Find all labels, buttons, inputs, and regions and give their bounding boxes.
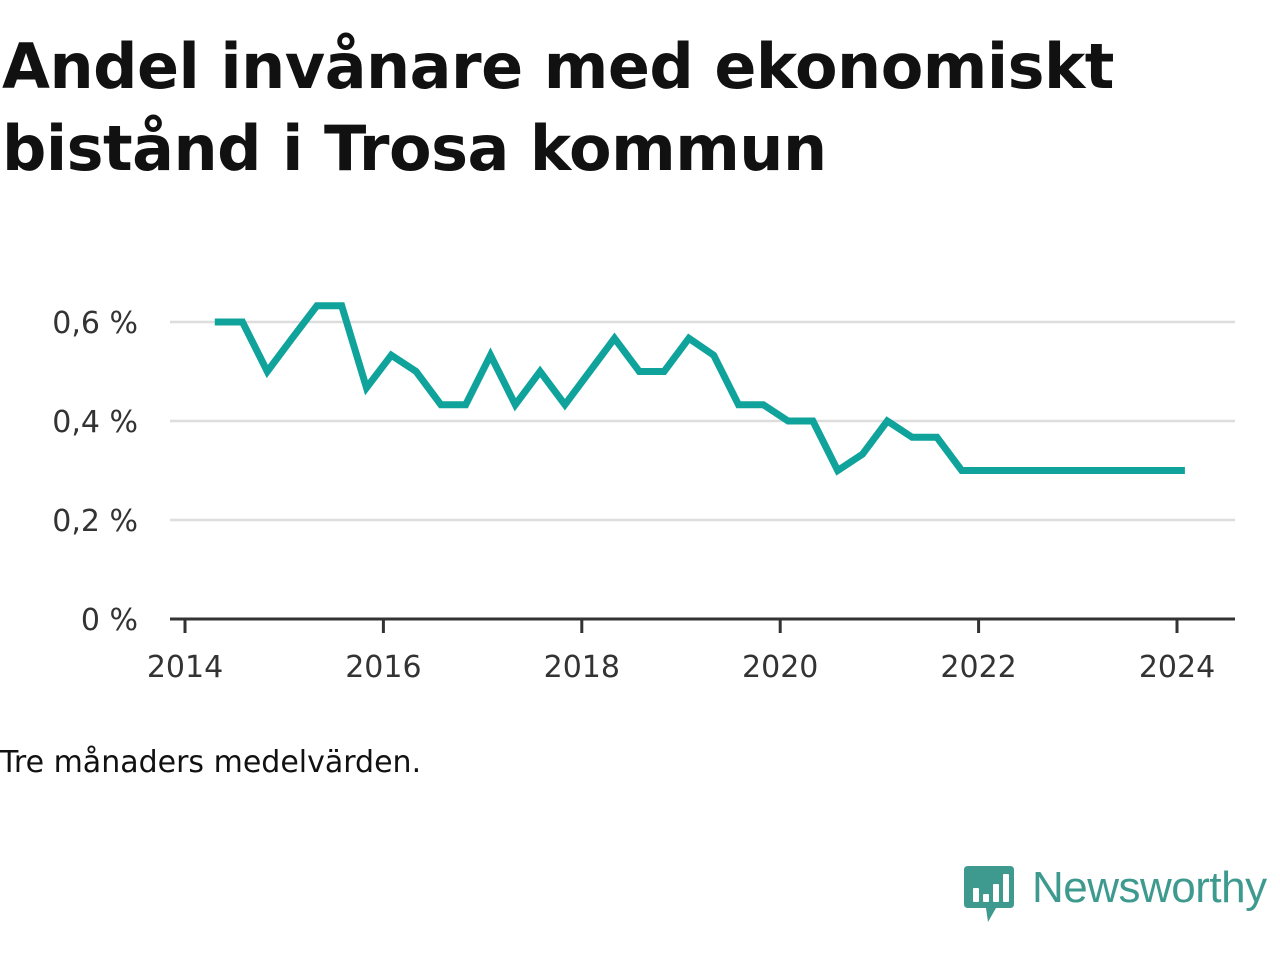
x-tick-label: 2024	[1139, 650, 1215, 685]
newsworthy-logo-text: Newsworthy	[1032, 863, 1267, 912]
newsworthy-logo[interactable]: Newsworthy	[964, 864, 1280, 928]
chart-title: Andel invånare med ekonomiskt bistånd i …	[2, 30, 1114, 185]
y-tick-label: 0 %	[81, 603, 138, 638]
x-tick-label: 2022	[940, 650, 1016, 685]
y-tick-label: 0,2 %	[52, 504, 138, 539]
y-tick-label: 0,6 %	[52, 306, 138, 341]
y-tick-label: 0,4 %	[52, 405, 138, 440]
chart-note: Tre månaders medelvärden.	[0, 745, 422, 780]
x-tick-label: 2014	[147, 650, 223, 685]
series-line	[214, 302, 1185, 476]
newsworthy-logo-icon	[964, 866, 1014, 922]
x-tick-label: 2018	[544, 650, 620, 685]
y-axis-labels: 0 % 0,2 % 0,4 % 0,6 %	[52, 306, 138, 638]
x-axis: 2014 2016 2018 2020 2022 2024	[147, 617, 1235, 685]
x-tick-label: 2020	[742, 650, 818, 685]
data-series	[214, 302, 1185, 476]
line-chart: 0 %0,2 %0,4 %0,6 % 2014 2016 2018 2020 2022 2…	[52, 302, 1235, 685]
x-tick-label: 2016	[345, 650, 421, 685]
